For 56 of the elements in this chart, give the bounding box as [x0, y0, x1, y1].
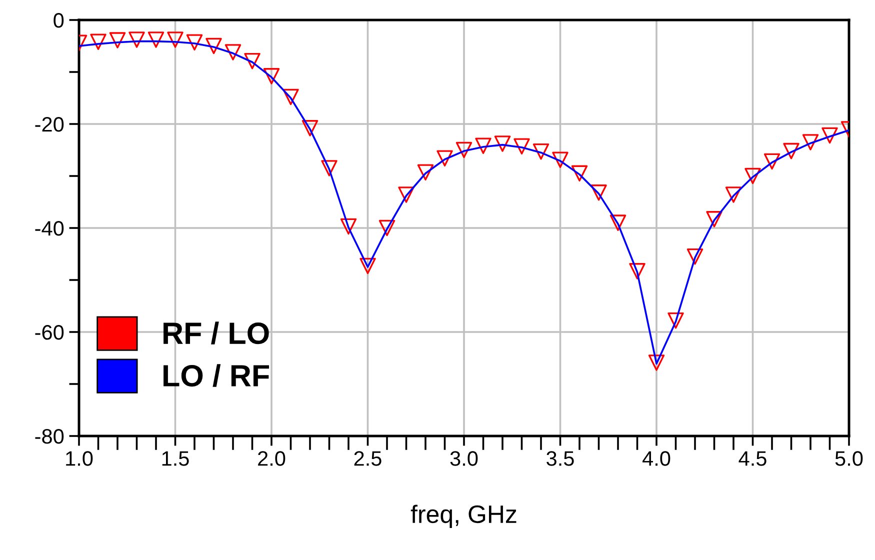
x-tick-label: 4.0 [642, 451, 670, 466]
y-tick-label: -20 [35, 117, 64, 132]
legend-label: RF / LO [164, 322, 269, 344]
point [648, 354, 665, 371]
point [263, 68, 280, 84]
point [494, 136, 511, 152]
x-tick-label: 1.0 [66, 451, 93, 466]
point [629, 263, 646, 280]
point [686, 248, 704, 265]
point [725, 186, 742, 203]
point [764, 153, 780, 170]
point [378, 220, 396, 236]
x-tick-label: 1.5 [162, 451, 189, 466]
point [206, 38, 222, 54]
point [167, 32, 184, 48]
point [224, 44, 242, 60]
point [302, 120, 318, 136]
x-tick-label: 4.5 [738, 451, 766, 466]
x-tick-label: 3.0 [450, 451, 478, 466]
x-tick-label: 5.0 [835, 451, 863, 466]
point [802, 134, 819, 150]
point [398, 186, 414, 203]
point [744, 168, 761, 184]
y-tick-label: -60 [35, 325, 64, 340]
legend-label: LO / RF [164, 364, 270, 387]
point [610, 214, 626, 231]
x-tick-label: 2.5 [354, 451, 382, 466]
y-tick-label: 0 [54, 13, 64, 28]
point [822, 127, 838, 144]
point [340, 218, 357, 235]
point [706, 211, 722, 228]
point [244, 52, 260, 70]
point [514, 138, 530, 154]
point [552, 152, 568, 168]
x-axis-title: freq, GHz [410, 504, 516, 528]
x-tick-label: 2.0 [258, 451, 286, 466]
point [436, 150, 453, 166]
point [360, 258, 376, 274]
point [456, 142, 472, 158]
y-tick-label: -80 [35, 429, 64, 444]
point [783, 142, 800, 160]
y-tick-label: -40 [35, 221, 64, 236]
x-tick-label: 3.5 [546, 451, 574, 466]
point [90, 34, 106, 50]
point [186, 34, 203, 50]
point [417, 164, 434, 180]
point [148, 32, 164, 48]
point [571, 165, 588, 182]
point [128, 32, 145, 48]
point [475, 138, 492, 154]
point [590, 184, 607, 201]
point [668, 312, 684, 329]
point [532, 143, 550, 160]
point [321, 160, 338, 176]
point [109, 32, 126, 48]
point [282, 88, 299, 106]
